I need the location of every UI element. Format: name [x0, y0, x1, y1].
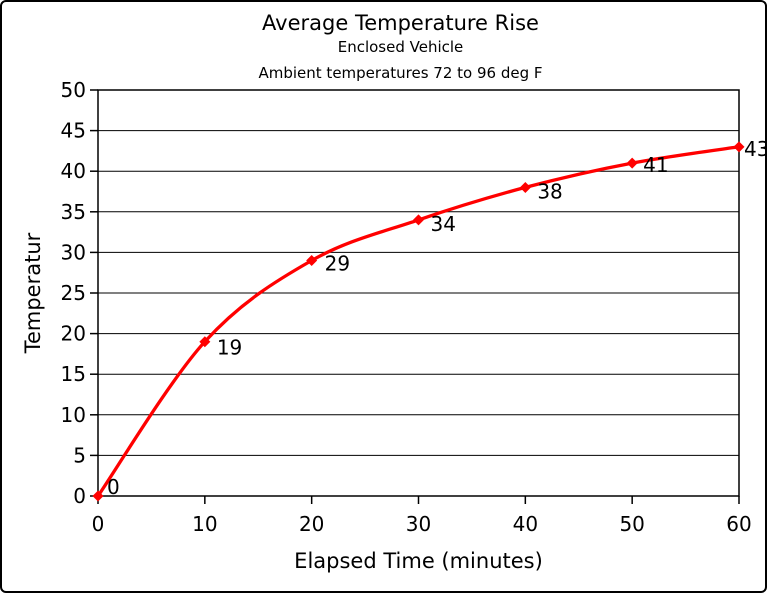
y-tick-label: 45	[61, 119, 86, 143]
data-point-marker	[626, 157, 638, 169]
x-axis-title: Elapsed Time (minutes)	[294, 549, 543, 573]
y-tick-label: 5	[73, 443, 86, 467]
chart-title: Average Temperature Rise	[262, 11, 539, 35]
data-point-marker	[92, 490, 104, 502]
y-tick-label: 10	[61, 403, 86, 427]
data-point-marker	[733, 141, 745, 153]
y-tick-label: 30	[61, 240, 86, 264]
data-point-label: 29	[325, 252, 350, 276]
x-tick-label: 0	[92, 512, 105, 536]
chart-subtitle: Enclosed Vehicle	[337, 38, 464, 56]
data-point-label: 38	[537, 179, 562, 203]
x-tick-label: 50	[619, 512, 644, 536]
y-tick-label: 40	[61, 159, 86, 183]
x-tick-label: 20	[299, 512, 324, 536]
y-tick-label: 15	[61, 362, 86, 386]
chart-titles: Average Temperature Rise Enclosed Vehicl…	[36, 11, 765, 82]
data-point-label: 34	[431, 212, 456, 236]
y-tick-label: 0	[73, 484, 86, 508]
x-tick-label: 40	[513, 512, 538, 536]
x-tick-label: 30	[406, 512, 431, 536]
data-point-label: 0	[107, 475, 120, 499]
chart-subtitle2: Ambient temperatures 72 to 96 deg F	[258, 64, 543, 82]
y-tick-label: 20	[61, 322, 86, 346]
x-tick-label: 10	[192, 512, 217, 536]
y-axis-title: Temperatur	[21, 232, 45, 354]
x-tick-label: 60	[726, 512, 751, 536]
data-point-label: 43	[744, 137, 767, 161]
data-point-marker	[413, 214, 424, 226]
y-tick-label: 35	[61, 200, 86, 224]
y-tick-label: 50	[61, 78, 86, 102]
data-point-marker	[199, 336, 211, 348]
y-tick-label: 25	[61, 281, 86, 305]
series-line	[96, 145, 741, 498]
data-point-label: 19	[217, 336, 242, 360]
data-point-label: 41	[643, 153, 668, 177]
data-point-marker	[519, 181, 531, 193]
